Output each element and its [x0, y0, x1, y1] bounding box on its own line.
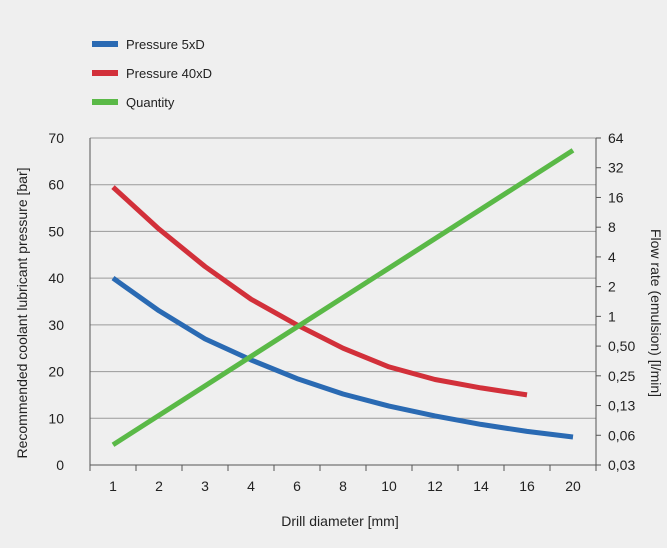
- ticks: 0102030405060700,030,060,130,250,5012481…: [48, 130, 635, 494]
- x-tick-label: 3: [201, 478, 209, 494]
- grid: [90, 137, 596, 419]
- left-tick-label: 20: [48, 364, 64, 380]
- axes: [89, 137, 601, 471]
- right-tick-label: 16: [608, 189, 624, 205]
- x-tick-label: 6: [293, 478, 301, 494]
- right-tick-label: 1: [608, 308, 616, 324]
- x-tick-label: 2: [155, 478, 163, 494]
- x-tick-label: 1: [109, 478, 117, 494]
- x-axis-title: Drill diameter [mm]: [281, 513, 398, 529]
- right-tick-label: 0,50: [608, 338, 635, 354]
- series-line-3: [111, 148, 575, 447]
- legend-swatch: [92, 70, 118, 76]
- left-tick-label: 40: [48, 270, 64, 286]
- left-tick-label: 70: [48, 130, 64, 146]
- legend: Pressure 5xD Pressure 40xD Quantity: [92, 37, 212, 110]
- left-tick-label: 10: [48, 410, 64, 426]
- x-tick-label: 4: [247, 478, 255, 494]
- x-tick-label: 8: [339, 478, 347, 494]
- right-tick-label: 2: [608, 279, 616, 295]
- left-tick-label: 50: [48, 223, 64, 239]
- right-tick-label: 64: [608, 130, 624, 146]
- legend-swatch: [92, 99, 118, 105]
- x-tick-label: 14: [473, 478, 489, 494]
- legend-label: Quantity: [126, 95, 175, 110]
- right-tick-label: 32: [608, 160, 624, 176]
- left-tick-label: 30: [48, 317, 64, 333]
- x-tick-label: 20: [565, 478, 581, 494]
- left-tick-label: 0: [56, 457, 64, 473]
- x-tick-label: 12: [427, 478, 443, 494]
- left-axis-title: Recommended coolant lubricant pressure […: [14, 167, 30, 458]
- x-tick-label: 10: [381, 478, 397, 494]
- series-layer: [111, 148, 575, 447]
- series-line-2: [111, 185, 528, 398]
- left-tick-label: 60: [48, 177, 64, 193]
- x-tick-label: 16: [519, 478, 535, 494]
- legend-label: Pressure 40xD: [126, 66, 212, 81]
- right-tick-label: 0,25: [608, 368, 635, 384]
- right-tick-label: 0,06: [608, 427, 635, 443]
- series-line-1: [111, 276, 574, 440]
- right-tick-label: 0,03: [608, 457, 635, 473]
- right-tick-label: 8: [608, 219, 616, 235]
- right-tick-label: 4: [608, 249, 616, 265]
- right-tick-label: 0,13: [608, 398, 635, 414]
- right-axis-title: Flow rate (emulsion) [l/min]: [648, 229, 664, 397]
- legend-swatch: [92, 41, 118, 47]
- legend-label: Pressure 5xD: [126, 37, 205, 52]
